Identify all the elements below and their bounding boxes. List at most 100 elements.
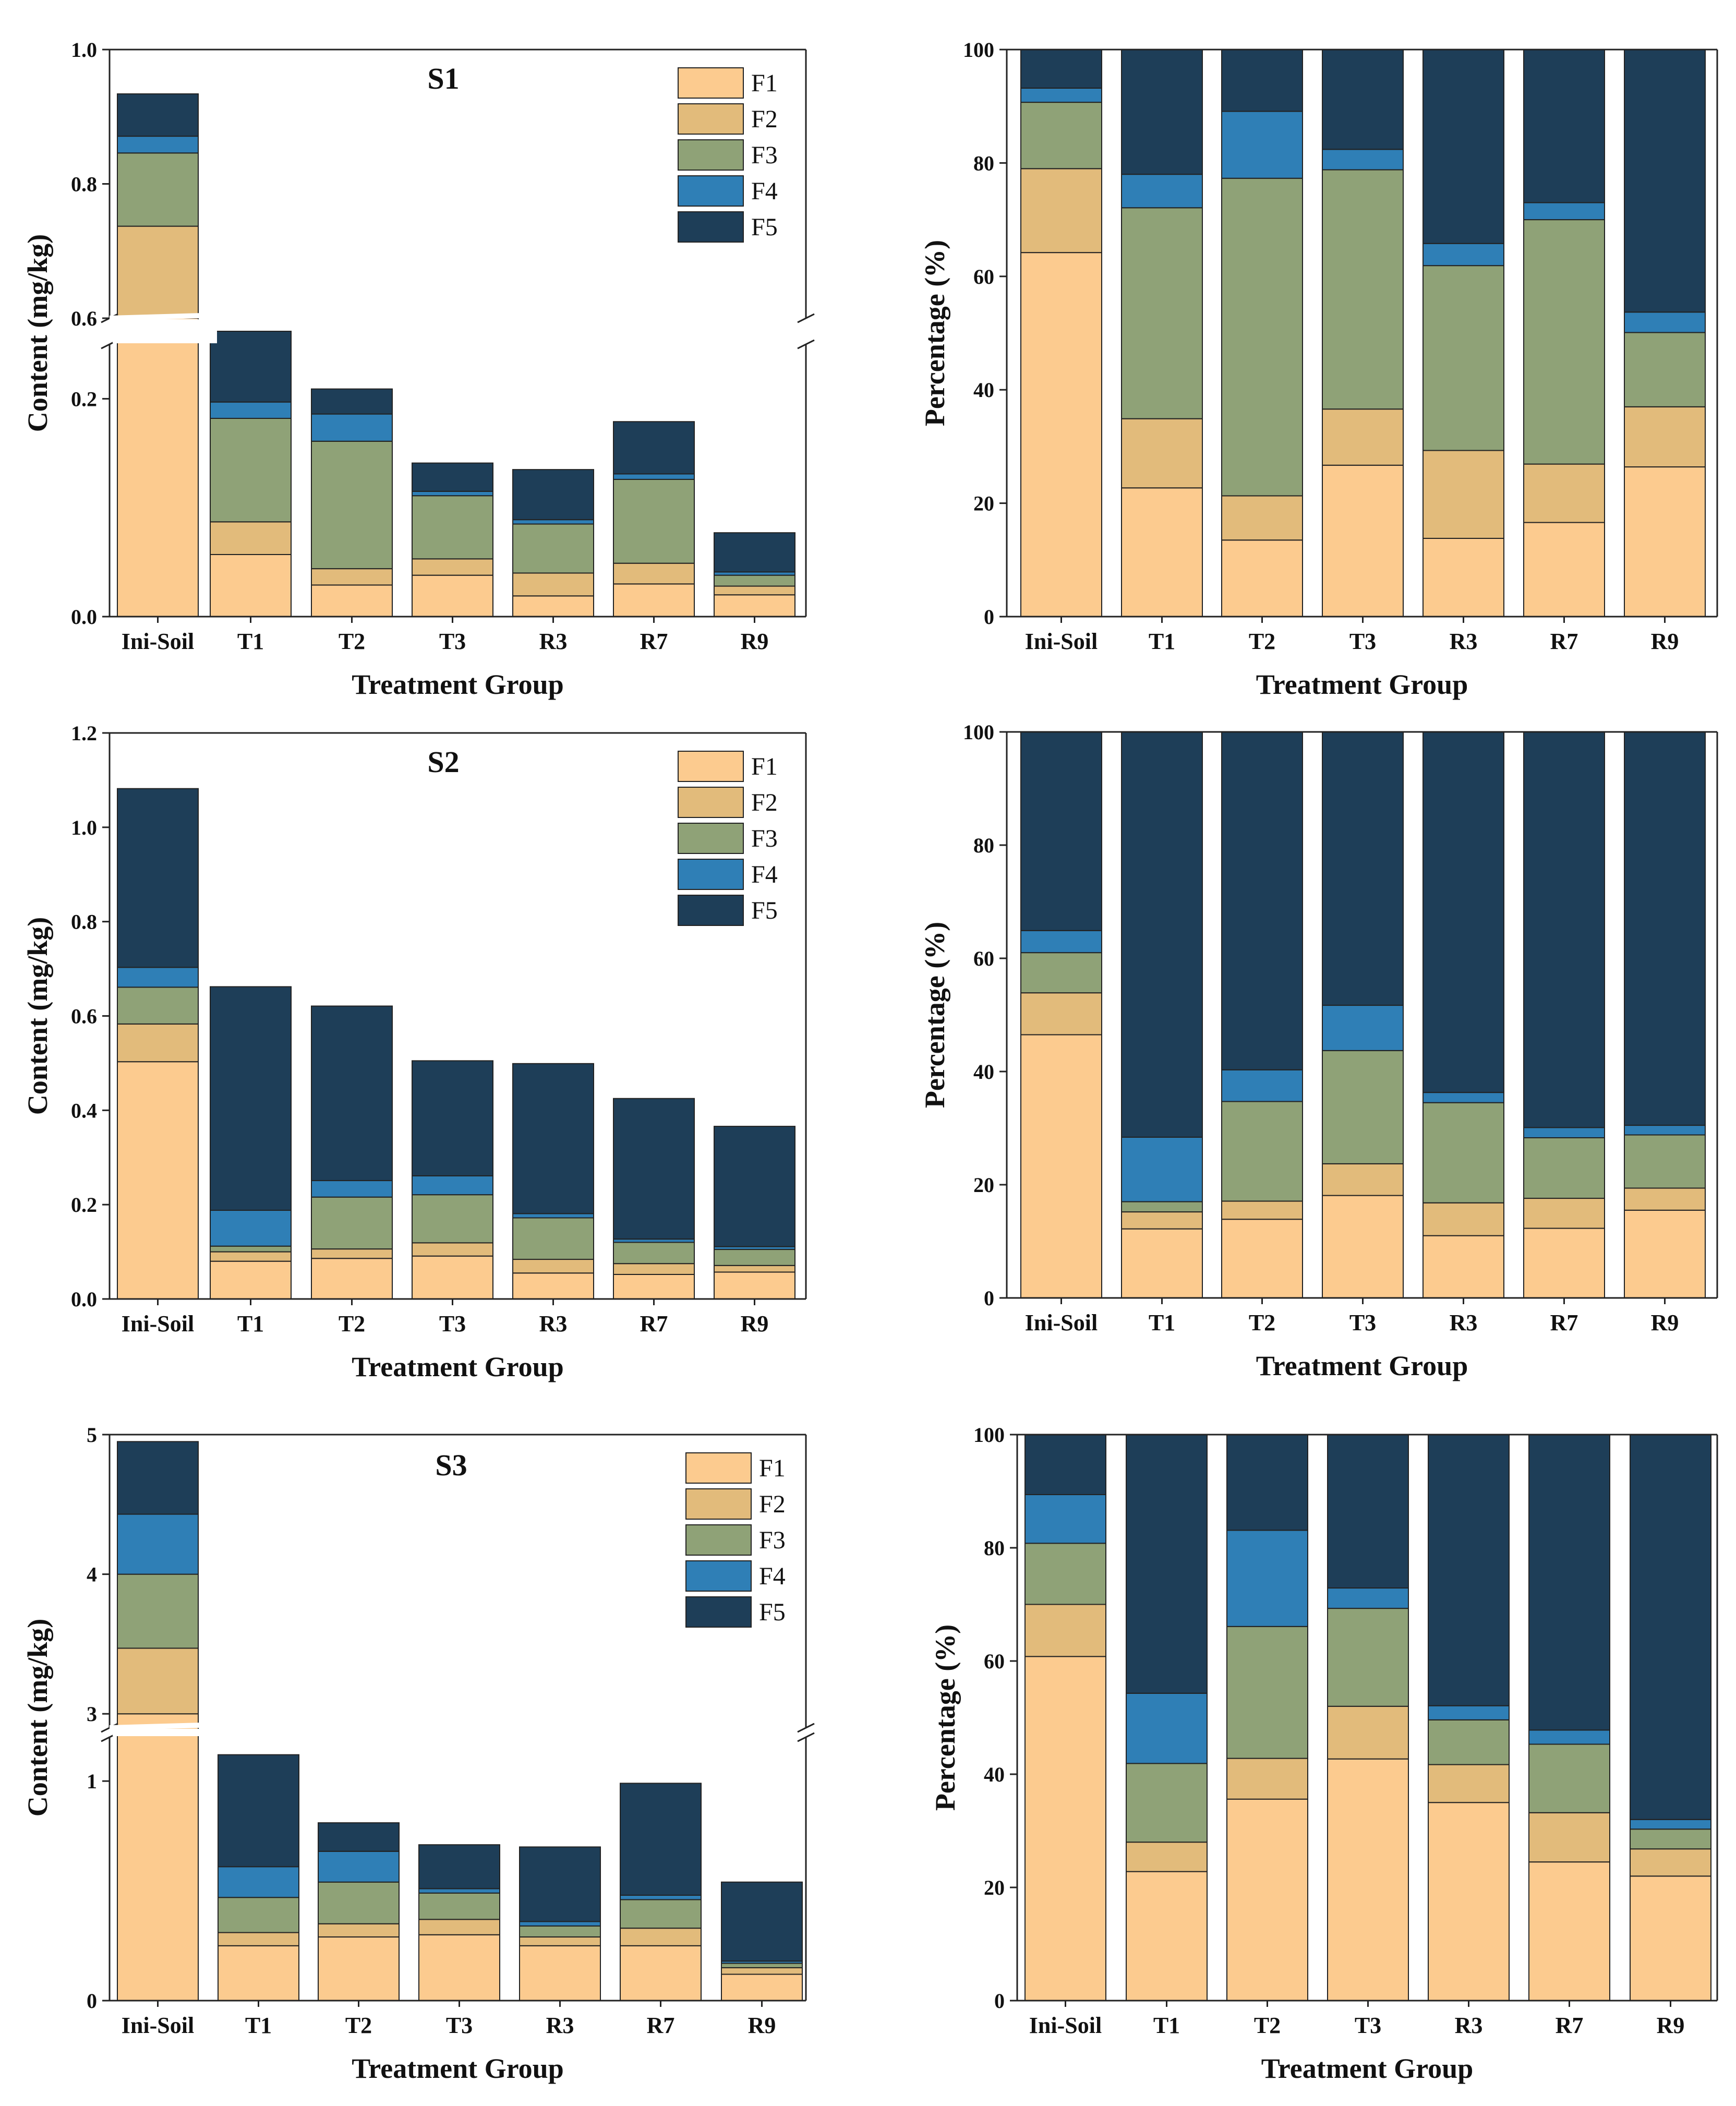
bar-segment-f5-r7 (613, 1098, 695, 1240)
bar-segment-f3-ini-soil (117, 986, 199, 1025)
x-tick-label: T3 (1355, 2013, 1381, 2038)
x-axis-title: Treatment Group (1261, 2053, 1473, 2084)
legend-label-f4: F4 (759, 1562, 786, 1590)
bar-segment-f1-r3 (1422, 1235, 1504, 1298)
y-tick-label: 20 (973, 492, 994, 515)
y-tick-label: 0 (87, 1989, 97, 2013)
x-tick-label: T2 (345, 2013, 372, 2038)
bar-segment-f4-r7 (620, 1895, 702, 1900)
bar-segment-f4-t3 (412, 1175, 493, 1196)
legend-swatch-f3 (678, 139, 744, 171)
x-axis-title: Treatment Group (352, 669, 563, 700)
legend-label-f2: F2 (759, 1490, 786, 1518)
panel-title: S2 (427, 745, 459, 779)
bar-segment-f5-r7 (613, 421, 695, 475)
bar-segment-f1-r7 (1523, 522, 1605, 617)
x-axis-title: Treatment Group (352, 2053, 563, 2084)
bar-segment-f3-ini-soil (117, 152, 199, 227)
bar-segment-f4-r3 (1422, 1092, 1504, 1103)
legend-swatch-f2 (678, 103, 744, 135)
bar-segment-f4-t2 (1226, 1530, 1308, 1627)
bar-segment-f3-r7 (613, 478, 695, 564)
bar-segment-f2-r7 (613, 562, 695, 585)
bar-segment-f5-r3 (1428, 1434, 1510, 1706)
y-tick-label: 0.2 (71, 1193, 97, 1217)
bar-segment-f5-t2 (311, 1005, 393, 1182)
bar-segment-f2-r3 (512, 1259, 594, 1274)
bar-segment-f1-t3 (1322, 1195, 1404, 1298)
x-tick-label: Ini-Soil (122, 2013, 194, 2038)
y-tick-label: 5 (87, 1423, 97, 1447)
bar-segment-f3-t1 (1126, 1763, 1208, 1843)
x-tick-label: T1 (245, 2013, 272, 2038)
bar-segment-f3-r9 (1624, 1134, 1706, 1189)
bar-segment-f2-ini-soil (1020, 992, 1102, 1036)
x-axis-title: Treatment Group (1256, 669, 1468, 700)
bar-segment-f1-r9 (1624, 466, 1706, 617)
y-tick-label: 0.6 (71, 307, 97, 330)
bar-segment-f4-r3 (1422, 243, 1504, 267)
bar-segment-f5-t3 (412, 1060, 493, 1177)
bar-segment-f2-t2 (318, 1923, 400, 1937)
y-tick-label: 4 (87, 1563, 97, 1586)
bar-segment-f1-r3 (512, 595, 594, 618)
bar-segment-f1-t2 (311, 1258, 393, 1300)
y-tick-label: 60 (973, 265, 994, 288)
y-tick-label: 1 (87, 1770, 97, 1793)
y-tick-label: 80 (973, 834, 994, 857)
bar-segment-f2-ini-soil (117, 225, 199, 319)
bar-segment-f1-t2 (1221, 1219, 1303, 1299)
bar-segment-f1-t3 (1322, 464, 1404, 617)
bar-segment-f2-t2 (311, 568, 393, 586)
bar-segment-f2-r9 (714, 1265, 795, 1273)
bar-segment-f5-t1 (210, 331, 292, 403)
bar-segment-f3-t2 (311, 440, 393, 570)
bar-segment-f3-t1 (210, 1245, 292, 1253)
bar-segment-f2-t3 (1322, 408, 1404, 466)
x-tick-label: R9 (741, 629, 769, 654)
legend-swatch-f5 (685, 1596, 752, 1628)
x-tick-label: R3 (539, 629, 568, 654)
bar-segment-f2-t3 (1327, 1705, 1409, 1760)
y-axis-title: Content (mg/kg) (22, 1619, 53, 1816)
bar-segment-f1-t1 (1121, 487, 1203, 617)
bar-segment-f5-ini-soil (117, 1441, 199, 1515)
legend-label-f1: F1 (759, 1454, 786, 1482)
bar-segment-f3-t1 (218, 1897, 299, 1933)
y-tick-label: 0 (984, 1286, 994, 1310)
bar-segment-f5-t3 (418, 1844, 500, 1890)
bar-segment-f1-r7 (613, 1273, 695, 1300)
x-tick-label: T1 (1149, 629, 1175, 654)
bar-segment-f2-r9 (1624, 1187, 1706, 1211)
bar-segment-f3-t1 (1121, 1201, 1203, 1213)
bar-segment-f3-t2 (318, 1881, 400, 1924)
bar-segment-f5-t3 (1322, 731, 1404, 1006)
bar-segment-f2-ini-soil (1024, 1604, 1106, 1657)
legend-label-f4: F4 (751, 861, 778, 888)
bar-segment-f1-ini-soil (117, 1061, 199, 1300)
x-tick-label: T2 (1249, 1310, 1275, 1335)
bar-segment-f1-r7 (620, 1945, 702, 2002)
bar-segment-f2-r9 (1624, 406, 1706, 468)
legend-label-f5: F5 (751, 213, 778, 241)
bar-segment-f1-ini-soil (1020, 252, 1102, 617)
bar-segment-f4-t2 (311, 1180, 393, 1198)
y-tick-label: 0.8 (71, 910, 97, 934)
bar-segment-f2-ini-soil (1020, 168, 1102, 254)
x-tick-label: T3 (446, 2013, 473, 2038)
bar-segment-f2-r3 (519, 1936, 601, 1946)
y-tick-label: 3 (87, 1702, 97, 1726)
bar-segment-f5-t1 (1121, 731, 1203, 1138)
bar-segment-f3-t3 (412, 1194, 493, 1244)
y-tick-label: 80 (984, 1536, 1005, 1560)
legend-swatch-f2 (678, 787, 744, 818)
bar-segment-f4-t2 (318, 1850, 400, 1883)
x-tick-label: R9 (1651, 629, 1679, 654)
bar-segment-f3-t1 (1121, 207, 1203, 419)
bar-segment-f3-r9 (721, 1963, 803, 1968)
y-axis-title: Percentage (%) (919, 240, 950, 426)
bar-segment-f4-t3 (1327, 1587, 1409, 1609)
bar-segment-f3-t3 (1322, 1050, 1404, 1164)
legend-label-f2: F2 (751, 789, 778, 816)
